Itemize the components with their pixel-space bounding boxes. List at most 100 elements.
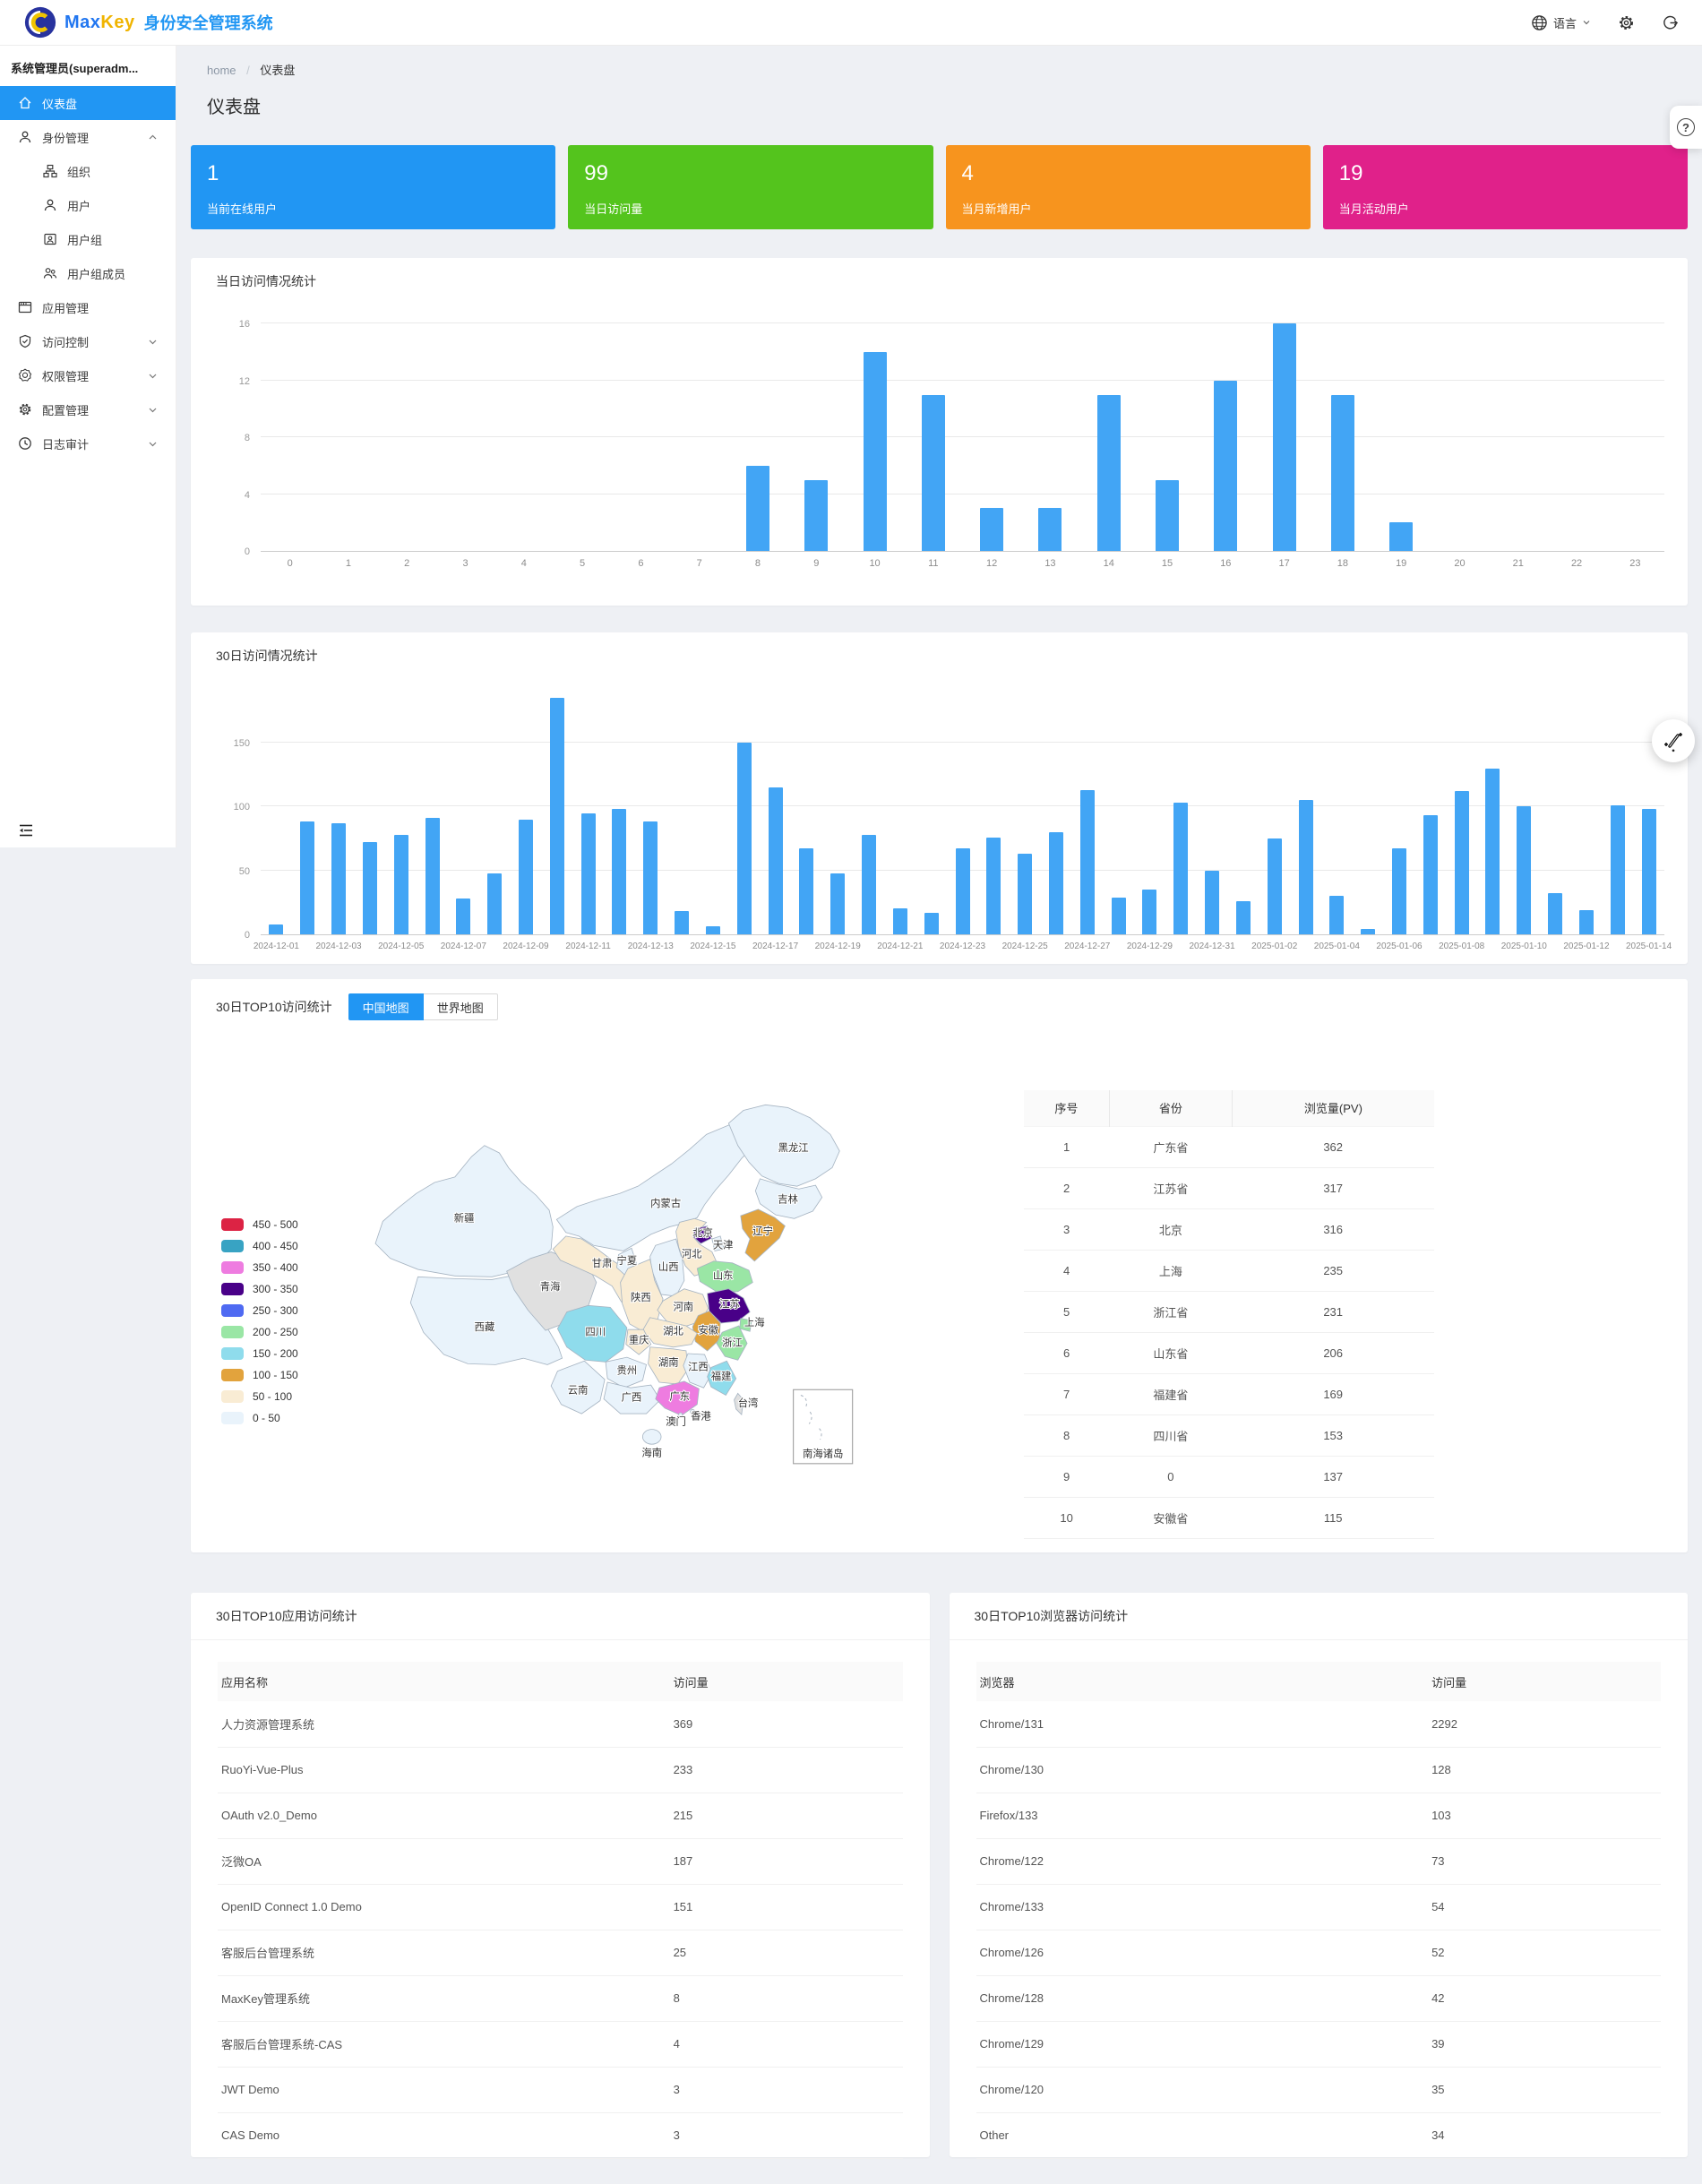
table-cell: 206 bbox=[1232, 1332, 1434, 1374]
x-axis-tick: 11 bbox=[928, 558, 939, 569]
province-macau bbox=[678, 1412, 683, 1417]
stat-cards-row: 1 当前在线用户 99 当日访问量 4 当月新增用户 19 当月活动用户 bbox=[191, 145, 1688, 229]
bar-2024-12-31 bbox=[1205, 870, 1220, 934]
app-window-icon bbox=[18, 301, 32, 314]
table-cell: 115 bbox=[1232, 1497, 1434, 1539]
chart-plot-area: 0 50 100 150 bbox=[234, 683, 1664, 941]
table-cell: 369 bbox=[669, 1701, 903, 1748]
sidebar-item-dashboard[interactable]: 仪表盘 bbox=[0, 86, 176, 120]
globe-icon bbox=[1532, 14, 1547, 30]
sidebar-item-applications[interactable]: 应用管理 bbox=[0, 290, 176, 324]
sidebar-item-access-control[interactable]: 访问控制 bbox=[0, 324, 176, 358]
svg-text:广东: 广东 bbox=[669, 1391, 690, 1403]
column-header: 应用名称 bbox=[218, 1662, 670, 1701]
x-axis-tick: 0 bbox=[287, 558, 293, 569]
sidebar-item-audit-log[interactable]: 日志审计 bbox=[0, 426, 176, 460]
table-cell: Chrome/133 bbox=[976, 1884, 1429, 1930]
table-cell: 25 bbox=[669, 1930, 903, 1976]
table-row: RuoYi-Vue-Plus 233 bbox=[218, 1747, 903, 1793]
table-row: Chrome/133 54 bbox=[976, 1884, 1661, 1930]
gridline bbox=[261, 805, 1664, 807]
sidebar-item-identity[interactable]: 身份管理 bbox=[0, 120, 176, 154]
x-axis-tick: 2024-12-29 bbox=[1126, 942, 1173, 951]
table-row: OpenID Connect 1.0 Demo 151 bbox=[218, 1884, 903, 1930]
legend-swatch bbox=[221, 1304, 244, 1317]
main-content: home / 仪表盘 仪表盘 1 当前在线用户 99 当日访问量 4 当月新增用… bbox=[176, 46, 1702, 2159]
x-axis-tick: 15 bbox=[1161, 558, 1173, 569]
svg-text:黑龙江: 黑龙江 bbox=[778, 1142, 809, 1154]
tab-world-map[interactable]: 世界地图 bbox=[423, 993, 498, 1020]
legend-range-label: 400 - 450 bbox=[253, 1240, 298, 1252]
bar-2024-12-09 bbox=[518, 819, 533, 934]
bar-2025-01-01 bbox=[1235, 900, 1251, 934]
bar-2024-12-14 bbox=[675, 911, 690, 934]
x-axis-tick: 2024-12-31 bbox=[1189, 942, 1235, 951]
bar-2025-01-06 bbox=[1392, 848, 1406, 934]
x-axis-tick: 9 bbox=[813, 558, 820, 569]
brand: MaxKey 身份安全管理系统 bbox=[23, 5, 273, 39]
gear-icon[interactable] bbox=[1618, 14, 1635, 31]
x-axis-tick: 2025-01-12 bbox=[1563, 942, 1610, 951]
collapse-sidebar-icon[interactable] bbox=[18, 822, 34, 838]
sidebar-item-user-groups[interactable]: 用户组 bbox=[0, 222, 176, 256]
group-members-icon bbox=[43, 268, 57, 279]
province-anhui bbox=[692, 1311, 721, 1352]
sidebar-item-configuration[interactable]: 配置管理 bbox=[0, 392, 176, 426]
table-cell: 9 bbox=[1024, 1456, 1110, 1498]
sidebar-item-organization[interactable]: 组织 bbox=[0, 154, 176, 188]
table-cell: 2292 bbox=[1428, 1701, 1661, 1748]
legend-item: 150 - 200 bbox=[221, 1343, 298, 1364]
breadcrumb-home-link[interactable]: home bbox=[207, 64, 236, 77]
language-dropdown[interactable]: 语言 bbox=[1531, 14, 1591, 31]
chevron-down-icon bbox=[1583, 21, 1590, 25]
bar-2024-12-25 bbox=[1018, 854, 1033, 934]
table-cell: 362 bbox=[1232, 1125, 1434, 1168]
table-cell: 215 bbox=[669, 1793, 903, 1839]
province-hongkong bbox=[690, 1409, 696, 1415]
table-row: Chrome/126 52 bbox=[976, 1930, 1661, 1976]
svg-text:河南: 河南 bbox=[673, 1301, 693, 1312]
help-floating-button[interactable]: ? bbox=[1670, 106, 1702, 149]
table-cell: 北京 bbox=[1109, 1208, 1233, 1251]
table-row: 2 江苏省 317 bbox=[1024, 1167, 1434, 1209]
svg-text:西藏: 西藏 bbox=[475, 1321, 495, 1333]
column-header: 浏览器 bbox=[976, 1662, 1429, 1701]
svg-text:吉林: 吉林 bbox=[778, 1193, 798, 1206]
y-axis-tick: 0 bbox=[244, 930, 250, 941]
chevron-down-icon bbox=[149, 442, 157, 446]
svg-text:辽宁: 辽宁 bbox=[752, 1225, 773, 1237]
table-cell: 泛微OA bbox=[218, 1838, 670, 1885]
breadcrumb-separator: / bbox=[246, 64, 250, 77]
legend-range-label: 100 - 150 bbox=[253, 1369, 298, 1381]
bar-9 bbox=[804, 479, 829, 551]
sidebar-item-users[interactable]: 用户 bbox=[0, 188, 176, 222]
logout-icon[interactable] bbox=[1662, 14, 1679, 31]
province-liaoning bbox=[740, 1208, 786, 1262]
bar-2025-01-10 bbox=[1517, 806, 1532, 934]
table-cell: 39 bbox=[1428, 2021, 1661, 2068]
bar-14 bbox=[1096, 394, 1121, 551]
province-fujian bbox=[707, 1360, 737, 1397]
svg-text:浙江: 浙江 bbox=[722, 1337, 743, 1349]
org-chart-icon bbox=[43, 164, 57, 178]
app-table: 应用名称 访问量 人力资源管理系统 369 RuoYi-Vue-Plus 233 OAut… bbox=[218, 1662, 903, 2159]
x-axis-tick: 2025-01-02 bbox=[1251, 942, 1298, 951]
table-cell: Other bbox=[976, 2112, 1429, 2159]
x-axis-tick: 18 bbox=[1337, 558, 1349, 569]
table-row: Chrome/131 2292 bbox=[976, 1701, 1661, 1748]
table-cell: 153 bbox=[1232, 1414, 1434, 1457]
stat-label: 当日访问量 bbox=[584, 202, 643, 216]
svg-text:福建: 福建 bbox=[711, 1370, 732, 1382]
chevron-up-icon bbox=[149, 134, 157, 139]
gridline bbox=[261, 742, 1664, 744]
sidebar-item-group-members[interactable]: 用户组成员 bbox=[0, 256, 176, 290]
table-row: Chrome/129 39 bbox=[976, 2021, 1661, 2068]
sidebar-item-permissions[interactable]: 权限管理 bbox=[0, 358, 176, 392]
table-cell: OAuth v2.0_Demo bbox=[218, 1793, 670, 1839]
annotate-floating-button[interactable] bbox=[1652, 719, 1695, 762]
table-row: 客服后台管理系统 25 bbox=[218, 1930, 903, 1976]
brand-text: MaxKey bbox=[64, 12, 135, 32]
panel-hourly-visits: 当日访问情况统计 0 4 8 12 16 0 1 2 3 4 5 6 7 8 9 10 11 12 13 14 15 1… bbox=[191, 258, 1688, 606]
table-row: 7 福建省 169 bbox=[1024, 1373, 1434, 1415]
tab-china-map[interactable]: 中国地图 bbox=[348, 993, 424, 1020]
